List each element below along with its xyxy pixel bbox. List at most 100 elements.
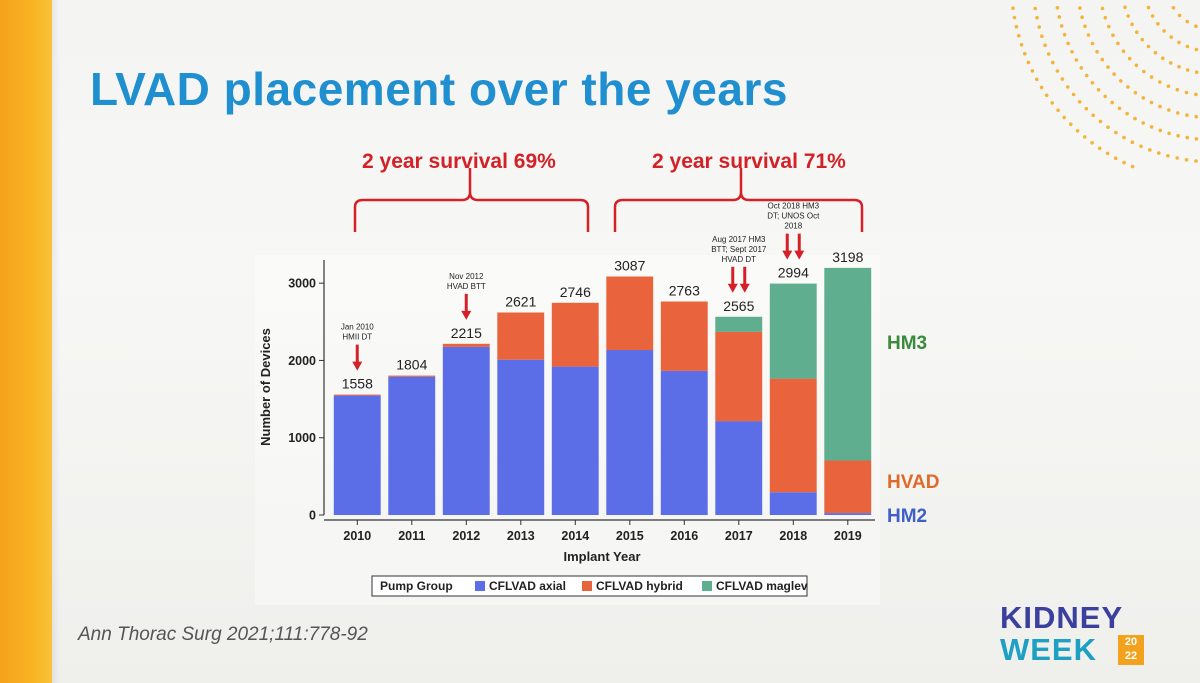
decor-dot <box>1078 6 1082 10</box>
x-tick-label-2019: 2019 <box>834 529 862 543</box>
decor-dot <box>1071 92 1076 97</box>
decor-dot <box>1168 61 1173 65</box>
decor-dot <box>1090 141 1094 145</box>
citation: Ann Thorac Surg 2021;111:778-92 <box>78 624 368 645</box>
decor-dot <box>1050 101 1054 105</box>
x-tick-label-2015: 2015 <box>616 529 644 543</box>
decor-dot <box>1090 41 1095 46</box>
decor-dot <box>1062 115 1066 120</box>
decor-dot <box>1194 114 1198 119</box>
x-tick-label-2016: 2016 <box>670 529 698 543</box>
annotation-arrow-head <box>727 283 738 293</box>
decor-dot <box>1166 84 1171 88</box>
decor-dot <box>1019 43 1024 47</box>
decor-dot <box>1059 24 1064 28</box>
y-tick-label-0: 0 <box>309 509 316 523</box>
decor-dot <box>1167 131 1171 136</box>
y-axis-label: Number of Devices <box>258 328 273 446</box>
decor-dot <box>1149 125 1154 129</box>
decor-dot <box>1070 50 1074 54</box>
decor-dot <box>1184 90 1189 95</box>
bar-2011-cflvad-axial <box>388 376 436 515</box>
decor-dot <box>1194 70 1199 74</box>
legend-label-cflvad-maglev: CFLVAD maglev <box>716 579 808 593</box>
decor-dot <box>1153 50 1158 55</box>
decor-dot <box>1060 77 1065 81</box>
bar-2017-cflvad-axial <box>715 421 763 515</box>
legend-swatch-cflvad-axial <box>475 581 485 591</box>
total-label-2011: 1804 <box>396 357 427 373</box>
survival-left-label: 2 year survival 69% <box>362 150 556 173</box>
decor-dot <box>1135 30 1139 34</box>
decor-dot <box>1098 119 1103 124</box>
decor-dot <box>1114 130 1118 135</box>
decor-dot <box>1149 75 1154 79</box>
y-tick-label-2000: 2000 <box>288 354 316 368</box>
dot-arcs-decoration <box>1011 5 1199 169</box>
decor-dot <box>1037 25 1041 29</box>
decor-dot <box>1146 44 1151 49</box>
decor-dot <box>1106 125 1110 129</box>
bar-2018-cflvad-maglev <box>769 283 817 379</box>
decor-dot <box>1167 108 1171 112</box>
decor-dot <box>1130 22 1134 27</box>
decor-dot <box>1158 104 1162 109</box>
decor-dot <box>1121 49 1126 53</box>
decor-dot <box>1169 35 1173 39</box>
decor-dot <box>1177 13 1182 18</box>
bar-2013-cflvad-hybrid <box>497 312 545 360</box>
annotation-text-2010: HMII DT <box>342 333 372 342</box>
x-tick-label-2018: 2018 <box>779 529 807 543</box>
decor-dot <box>1175 156 1179 160</box>
decor-dot <box>1171 6 1176 10</box>
decor-dot <box>1044 93 1049 98</box>
decor-dot <box>1035 77 1039 82</box>
decor-dot <box>1033 6 1037 11</box>
bar-2019-cflvad-maglev <box>824 267 872 461</box>
decor-dot <box>1043 43 1047 47</box>
decor-dot <box>1035 15 1039 20</box>
legend-swatch-cflvad-hybrid <box>582 581 592 591</box>
decor-dot <box>1185 113 1189 117</box>
bar-2015-cflvad-hybrid <box>606 276 654 351</box>
brace-left <box>353 168 590 232</box>
x-tick-label-2012: 2012 <box>452 529 480 543</box>
annotation-text-2010: Jan 2010 <box>341 323 374 332</box>
decor-dot <box>1112 72 1116 76</box>
decor-dot <box>1141 96 1146 100</box>
bar-2012-cflvad-hybrid <box>442 343 490 347</box>
annotation-text-2017: Aug 2017 HM3 <box>712 235 766 244</box>
decor-dot <box>1011 6 1015 10</box>
decor-dot <box>1134 63 1139 68</box>
y-tick-label-1000: 1000 <box>288 431 316 445</box>
annotation-text-2012: Nov 2012 <box>449 272 484 281</box>
logo-kidney-text: KIDNEY <box>1000 600 1124 635</box>
brace-right <box>613 168 864 232</box>
bar-2010-cflvad-axial <box>333 395 381 515</box>
logo-week-text: WEEK <box>1000 632 1097 667</box>
decor-dot <box>1084 73 1089 78</box>
survival-braces <box>353 168 864 232</box>
bar-2012-cflvad-axial <box>442 346 490 515</box>
decor-dot <box>1161 56 1165 60</box>
decor-dot <box>1133 116 1137 121</box>
decor-dot <box>1086 33 1091 37</box>
annotation-arrow-head <box>782 250 793 260</box>
decor-dot <box>1133 90 1138 95</box>
decor-dot <box>1116 41 1120 46</box>
decor-dot <box>1096 88 1101 92</box>
decor-dot <box>1158 128 1163 133</box>
decor-dot <box>1150 14 1155 18</box>
annotation-arrow-head <box>352 361 363 371</box>
annotation-text-2017: HVAD DT <box>722 255 757 264</box>
annotation-text-2018: DT; UNOS Oct <box>767 212 820 221</box>
kidney-week-logo: KIDNEY WEEK 20 22 <box>1000 600 1170 670</box>
decor-dot <box>1127 56 1132 61</box>
logo-year-badge: 20 22 <box>1118 635 1144 665</box>
logo-year-top: 20 <box>1124 636 1138 648</box>
decor-dot <box>1166 154 1170 158</box>
x-tick-label-2011: 2011 <box>398 529 425 543</box>
decor-dot <box>1040 34 1044 38</box>
bar-2016-cflvad-hybrid <box>660 301 708 371</box>
